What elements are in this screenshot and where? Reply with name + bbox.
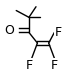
Text: O: O [4, 24, 14, 37]
Text: F: F [55, 26, 62, 39]
Text: F: F [25, 59, 32, 72]
Text: F: F [51, 59, 58, 72]
